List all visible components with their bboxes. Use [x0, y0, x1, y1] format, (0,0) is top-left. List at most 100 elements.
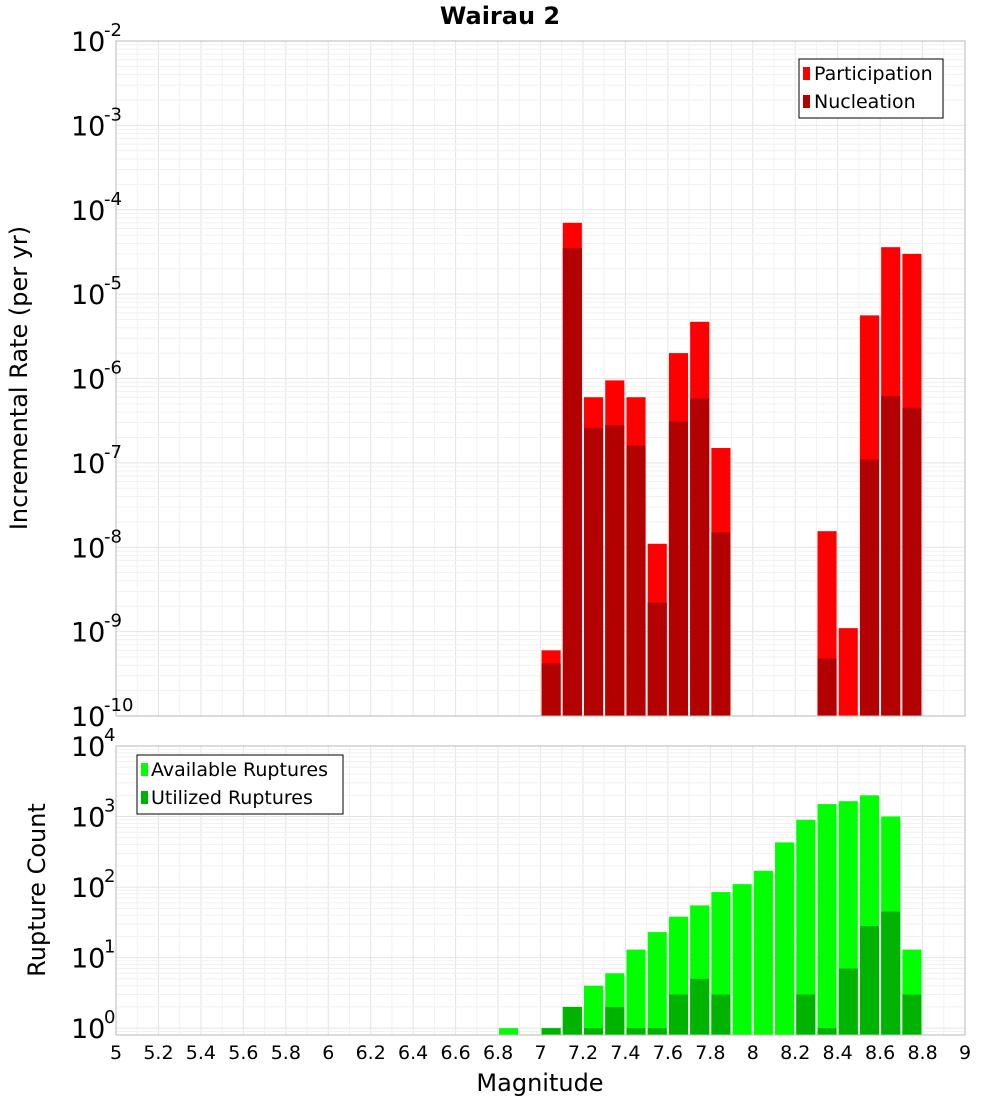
x-tick-label: 5.8 — [271, 1042, 301, 1064]
x-tick-label: 8.6 — [865, 1042, 895, 1064]
count-bar-utilized-ruptures — [668, 994, 689, 1035]
x-tick-label: 8.2 — [780, 1042, 810, 1064]
count-bar-utilized-ruptures — [584, 1028, 604, 1035]
rate-bar-nucleation — [626, 445, 646, 716]
utilized-legend-swatch — [141, 791, 148, 804]
count-bar-utilized-ruptures — [838, 968, 858, 1035]
count-bar-available-ruptures — [775, 842, 795, 1035]
count-bar-available-ruptures — [796, 819, 816, 1035]
x-axis-label: Magnitude — [476, 1069, 603, 1097]
x-tick-label: 7.6 — [653, 1042, 683, 1064]
rate-bar-nucleation — [902, 407, 922, 716]
rate-legend-box — [798, 58, 944, 119]
rate-bar-nucleation — [690, 398, 710, 716]
count-bar-utilized-ruptures — [541, 1028, 561, 1035]
x-tick-label: 6 — [322, 1042, 334, 1064]
count-bar-available-ruptures — [817, 804, 837, 1035]
count-y-axis-label: Rupture Count — [23, 803, 51, 977]
count-bar-utilized-ruptures — [902, 994, 922, 1035]
x-tick-label: 5 — [110, 1042, 122, 1064]
participation-legend-label: Participation — [814, 63, 933, 85]
x-tick-label: 7.4 — [610, 1042, 640, 1064]
rate-bars — [541, 222, 922, 716]
count-bar-available-ruptures — [753, 870, 773, 1035]
x-tick-label: 5.2 — [143, 1042, 173, 1064]
rate-y-tick-base: 10 — [71, 449, 105, 480]
rate-y-tick-exponent: -4 — [104, 189, 122, 210]
rate-legend: Participation Nucleation — [798, 58, 944, 119]
rate-y-tick-base: 10 — [71, 111, 105, 142]
rate-y-tick-base: 10 — [71, 196, 105, 227]
count-y-tick-exponent: 4 — [104, 725, 115, 746]
count-bar-utilized-ruptures — [859, 926, 880, 1035]
count-bar-utilized-ruptures — [711, 994, 731, 1035]
rate-plot-frame — [115, 40, 966, 717]
utilized-legend-label: Utilized Ruptures — [151, 787, 313, 809]
rate-y-tick-base: 10 — [71, 533, 105, 564]
rate-y-tick-exponent: -9 — [104, 611, 122, 632]
count-bar-available-ruptures — [584, 985, 604, 1035]
rate-y-tick-base: 10 — [71, 365, 105, 396]
count-y-tick-base: 10 — [71, 1014, 105, 1045]
rate-y-axis-label: Incremental Rate (per yr) — [5, 226, 33, 530]
participation-legend-swatch — [803, 67, 810, 80]
x-tick-label: 5.6 — [228, 1042, 258, 1064]
count-bar-available-ruptures — [732, 884, 752, 1035]
rate-bar-nucleation — [859, 459, 880, 716]
rate-bar-nucleation — [562, 248, 582, 716]
available-legend-swatch — [141, 763, 148, 776]
count-bar-utilized-ruptures — [817, 1028, 837, 1035]
x-tick-label: 7.8 — [695, 1042, 725, 1064]
nucleation-legend-swatch — [803, 95, 810, 108]
rate-bar-nucleation — [541, 663, 561, 716]
count-bar-available-ruptures — [626, 949, 646, 1035]
x-tick-label: 7.2 — [568, 1042, 598, 1064]
rate-y-tick-exponent: -5 — [104, 273, 122, 294]
x-tick-label: 5.4 — [186, 1042, 216, 1064]
count-bar-utilized-ruptures — [796, 994, 816, 1035]
count-plot-frame — [115, 745, 966, 1036]
rate-bar-nucleation — [711, 532, 731, 716]
count-y-tick-exponent: 0 — [104, 1007, 115, 1028]
x-tick-label: 6.6 — [440, 1042, 470, 1064]
x-tick-label: 8.4 — [823, 1042, 853, 1064]
rate-bar-participation — [838, 628, 858, 716]
count-y-tick-exponent: 3 — [104, 796, 115, 817]
count-y-tick-base: 10 — [71, 803, 105, 834]
rate-y-tick-exponent: -10 — [104, 695, 133, 716]
rate-grid — [115, 40, 966, 717]
x-tick-label: 6.8 — [483, 1042, 513, 1064]
count-legend: Available Ruptures Utilized Ruptures — [136, 754, 344, 815]
x-tick-label: 7 — [534, 1042, 546, 1064]
x-tick-label: 6.4 — [398, 1042, 428, 1064]
rate-y-tick-base: 10 — [71, 280, 105, 311]
rate-y-tick-exponent: -3 — [104, 104, 122, 125]
rate-y-tick-exponent: -7 — [104, 442, 122, 463]
rate-y-tick-base: 10 — [71, 27, 105, 58]
count-y-tick-exponent: 2 — [104, 866, 115, 887]
available-legend-label: Available Ruptures — [151, 759, 328, 781]
rate-bar-nucleation — [605, 425, 625, 716]
x-tick-label: 8 — [747, 1042, 759, 1064]
rate-bar-nucleation — [817, 658, 837, 716]
count-y-tick-base: 10 — [71, 944, 105, 975]
count-bar-available-ruptures — [647, 932, 667, 1035]
count-bars — [499, 795, 922, 1035]
x-tick-label: 8.8 — [907, 1042, 937, 1064]
rate-bar-nucleation — [881, 396, 901, 716]
rate-y-tick-base: 10 — [71, 618, 105, 649]
x-tick-label: 6.2 — [356, 1042, 386, 1064]
rate-y-tick-exponent: -2 — [104, 20, 122, 41]
count-bar-utilized-ruptures — [647, 1028, 667, 1035]
count-bar-utilized-ruptures — [881, 911, 901, 1035]
count-y-tick-base: 10 — [71, 873, 105, 904]
count-y-tick-base: 10 — [71, 732, 105, 763]
chart-title: Wairau 2 — [440, 2, 560, 30]
rate-y-tick-exponent: -6 — [104, 358, 122, 379]
rate-bar-nucleation — [668, 421, 689, 716]
count-y-tick-exponent: 1 — [104, 937, 115, 958]
